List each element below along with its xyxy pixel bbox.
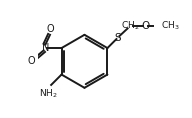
Text: S: S (114, 33, 121, 43)
Text: CH$_2$: CH$_2$ (121, 20, 140, 32)
Text: N: N (42, 43, 49, 53)
Text: NH$_2$: NH$_2$ (39, 87, 58, 100)
Text: O: O (28, 56, 35, 66)
Text: CH$_3$: CH$_3$ (161, 20, 180, 32)
Text: O: O (46, 24, 54, 34)
Text: O: O (141, 21, 150, 31)
